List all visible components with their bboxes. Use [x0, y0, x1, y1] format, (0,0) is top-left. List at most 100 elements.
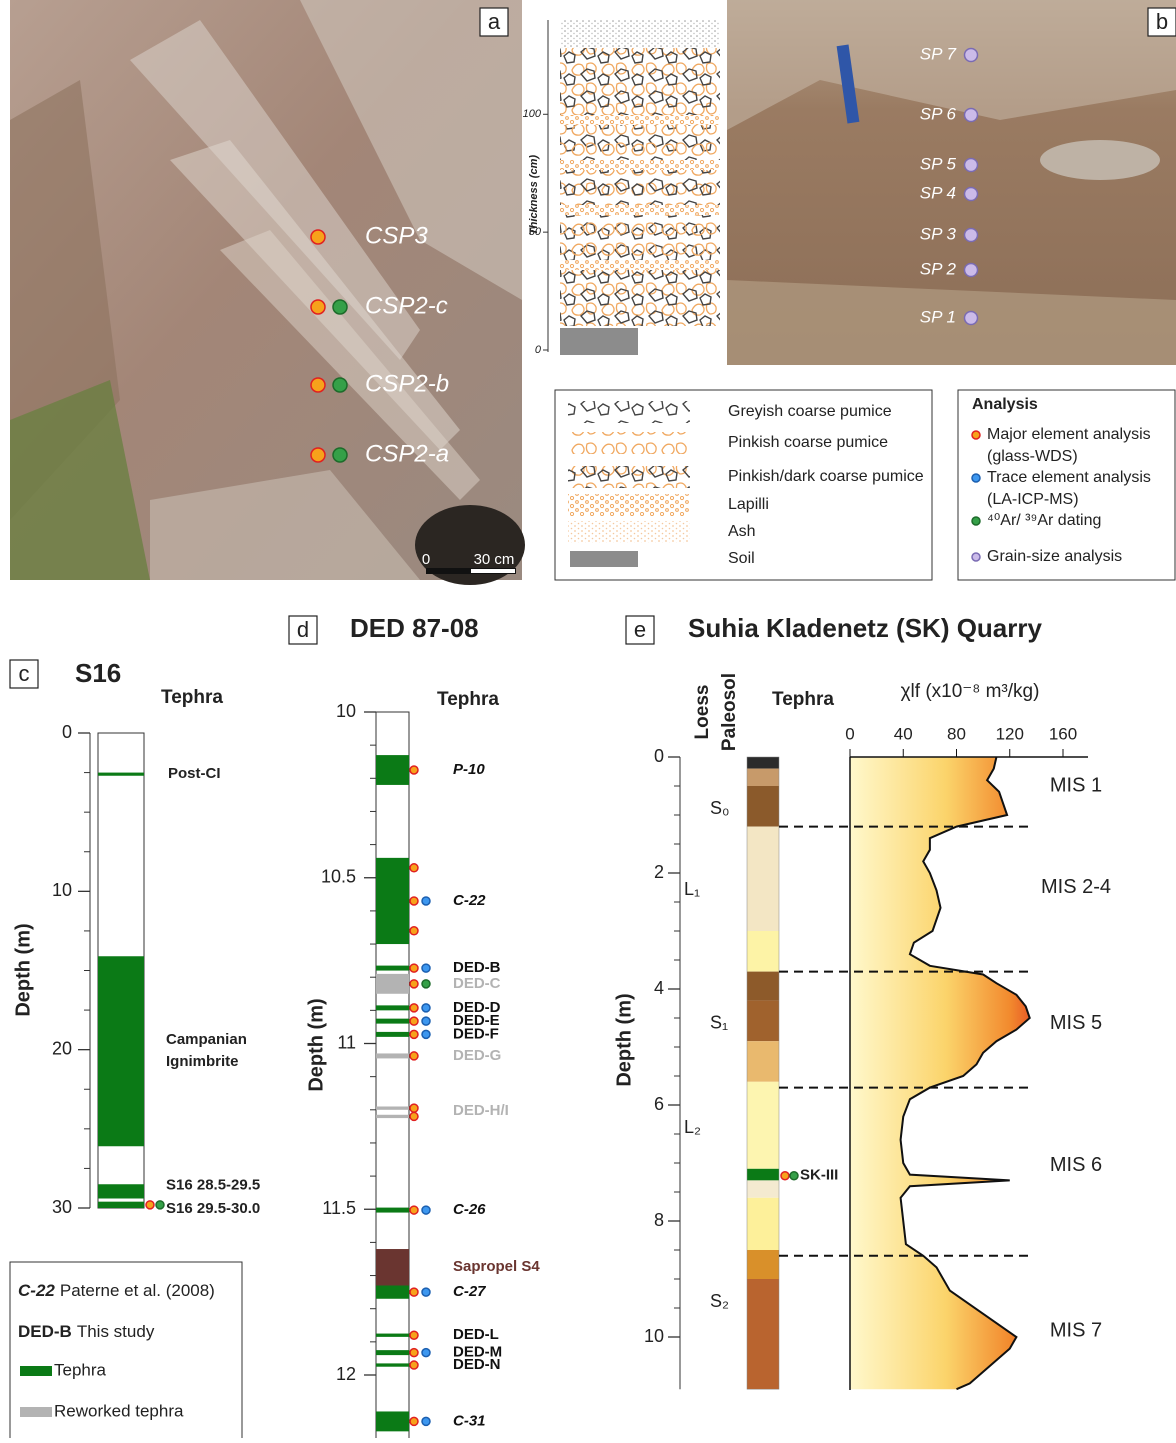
log-layer: [560, 20, 720, 48]
tephra-layer: [376, 973, 409, 994]
legend-swatch: [568, 466, 690, 488]
layer-label: Campanian: [166, 1031, 247, 1048]
y-tick-label: 0: [654, 746, 664, 766]
strat-layer: [747, 826, 779, 931]
analysis-dot: [421, 896, 431, 906]
log-layer: [560, 260, 720, 270]
strat-layer: [747, 931, 779, 972]
legend-code: DED-B: [18, 1322, 72, 1341]
sample-label: SP 6: [920, 104, 957, 123]
analysis-dot: [155, 1200, 165, 1210]
sample-label: SP 1: [920, 307, 956, 326]
legend-text: This study: [77, 1322, 155, 1341]
legend-source: C-22 Paterne et al. (2008): [18, 1281, 215, 1300]
analysis-dot: [409, 1016, 419, 1026]
sample-label: SP 2: [920, 259, 957, 278]
panel-label: c: [19, 661, 30, 686]
layer-label: DED-L: [453, 1326, 499, 1343]
tephra-layer: [98, 1184, 144, 1199]
x-tick-label: 120: [996, 724, 1024, 743]
y-tick-label: 10: [644, 1326, 664, 1346]
analysis-dot: [421, 979, 431, 989]
analysis-label: ⁴⁰Ar/ ³⁹Ar dating: [987, 512, 1101, 529]
tephra-layer: [376, 857, 409, 945]
tephra-layer: [98, 956, 144, 1147]
layer-label: DED-F: [453, 1025, 499, 1042]
log-layer: [560, 300, 720, 326]
analysis-dot: [971, 430, 981, 440]
y-tick-label: 10.5: [321, 867, 356, 887]
y-tick-label: 100: [523, 108, 542, 120]
unit-label: L₁: [684, 879, 700, 899]
panel-title: DED 87-08: [350, 613, 479, 643]
legend-code: C-22: [18, 1281, 55, 1300]
analysis-dot: [421, 1347, 431, 1358]
layer-label: Sapropel S4: [453, 1258, 540, 1275]
analysis-dot: [310, 377, 326, 393]
legend-swatch: [568, 432, 690, 454]
axis-label: Depth (m): [613, 993, 635, 1086]
scale-label: 30 cm: [474, 551, 515, 568]
analysis-dot: [421, 1003, 431, 1013]
stage-label: MIS 5: [1050, 1012, 1102, 1034]
analysis-dot: [409, 1287, 419, 1297]
analysis-dot: [409, 1330, 419, 1340]
scale-label: 0: [422, 551, 430, 568]
analysis-dot: [409, 979, 419, 989]
legend-swatch: [20, 1407, 52, 1417]
panel-label-box: [9, 659, 39, 689]
legend-swatch: [570, 551, 638, 567]
tephra-layer: [376, 1411, 409, 1432]
analysis-dot: [421, 1287, 431, 1297]
analysis-label: (LA-ICP-MS): [987, 491, 1079, 508]
analysis-label: (glass-WDS): [987, 448, 1078, 465]
stage-label: MIS 1: [1050, 774, 1102, 796]
tephra-layer: [376, 1350, 409, 1356]
log-layer: [560, 170, 720, 205]
axis-label: Thickness (cm): [528, 155, 540, 235]
analysis-dot: [971, 552, 981, 562]
column-title: Tephra: [772, 689, 834, 710]
column-title: Tephra: [437, 689, 499, 710]
layer-label: DED-D: [453, 999, 501, 1016]
analysis-dot: [409, 926, 419, 936]
log-layer: [560, 115, 720, 125]
analysis-dot: [409, 765, 419, 775]
analysis-dot: [421, 1016, 431, 1026]
x-axis-label: χlf (x10⁻⁸ m³/kg): [901, 681, 1040, 702]
y-tick-label: 11.5: [322, 1198, 356, 1218]
panel-label-box: [479, 7, 509, 37]
sample-label: CSP2-a: [365, 440, 449, 467]
layer-label: S16 28.5-29.5: [166, 1176, 260, 1193]
y-tick-label: 8: [654, 1210, 664, 1230]
unit-label: S₀: [710, 798, 729, 818]
column-title: Paleosol: [719, 673, 740, 751]
y-tick-label: 12: [336, 1364, 356, 1384]
stage-label: MIS 6: [1050, 1154, 1102, 1176]
layer-label: S16 29.5-30.0: [166, 1200, 260, 1217]
column-title: Tephra: [161, 687, 223, 708]
strat-layer: [747, 768, 779, 786]
legend-label: Tephra: [54, 1360, 107, 1379]
strat-layer: [747, 1250, 779, 1279]
log-layer: [560, 48, 720, 115]
analysis-dot: [409, 1416, 419, 1427]
column-title: Loess: [692, 685, 713, 740]
layer-label: DED-M: [453, 1344, 502, 1361]
strat-layer: [747, 1081, 779, 1169]
analysis-dot: [963, 310, 979, 326]
analysis-dot: [963, 47, 979, 63]
panel-title: S16: [75, 658, 121, 688]
y-tick-label: 0: [62, 722, 72, 742]
legend-swatch: [568, 401, 690, 423]
analysis-dot: [409, 1205, 419, 1215]
analysis-title: Analysis: [972, 396, 1038, 413]
analysis-dot: [971, 473, 981, 483]
strat-layer: [747, 1041, 779, 1082]
analysis-dot: [963, 227, 979, 243]
analysis-dot: [963, 262, 979, 278]
layer-label: DED-E: [453, 1012, 500, 1029]
tephra-layer: [376, 1333, 409, 1337]
x-tick-label: 160: [1049, 724, 1077, 743]
layer-label: DED-H/I: [453, 1102, 509, 1119]
